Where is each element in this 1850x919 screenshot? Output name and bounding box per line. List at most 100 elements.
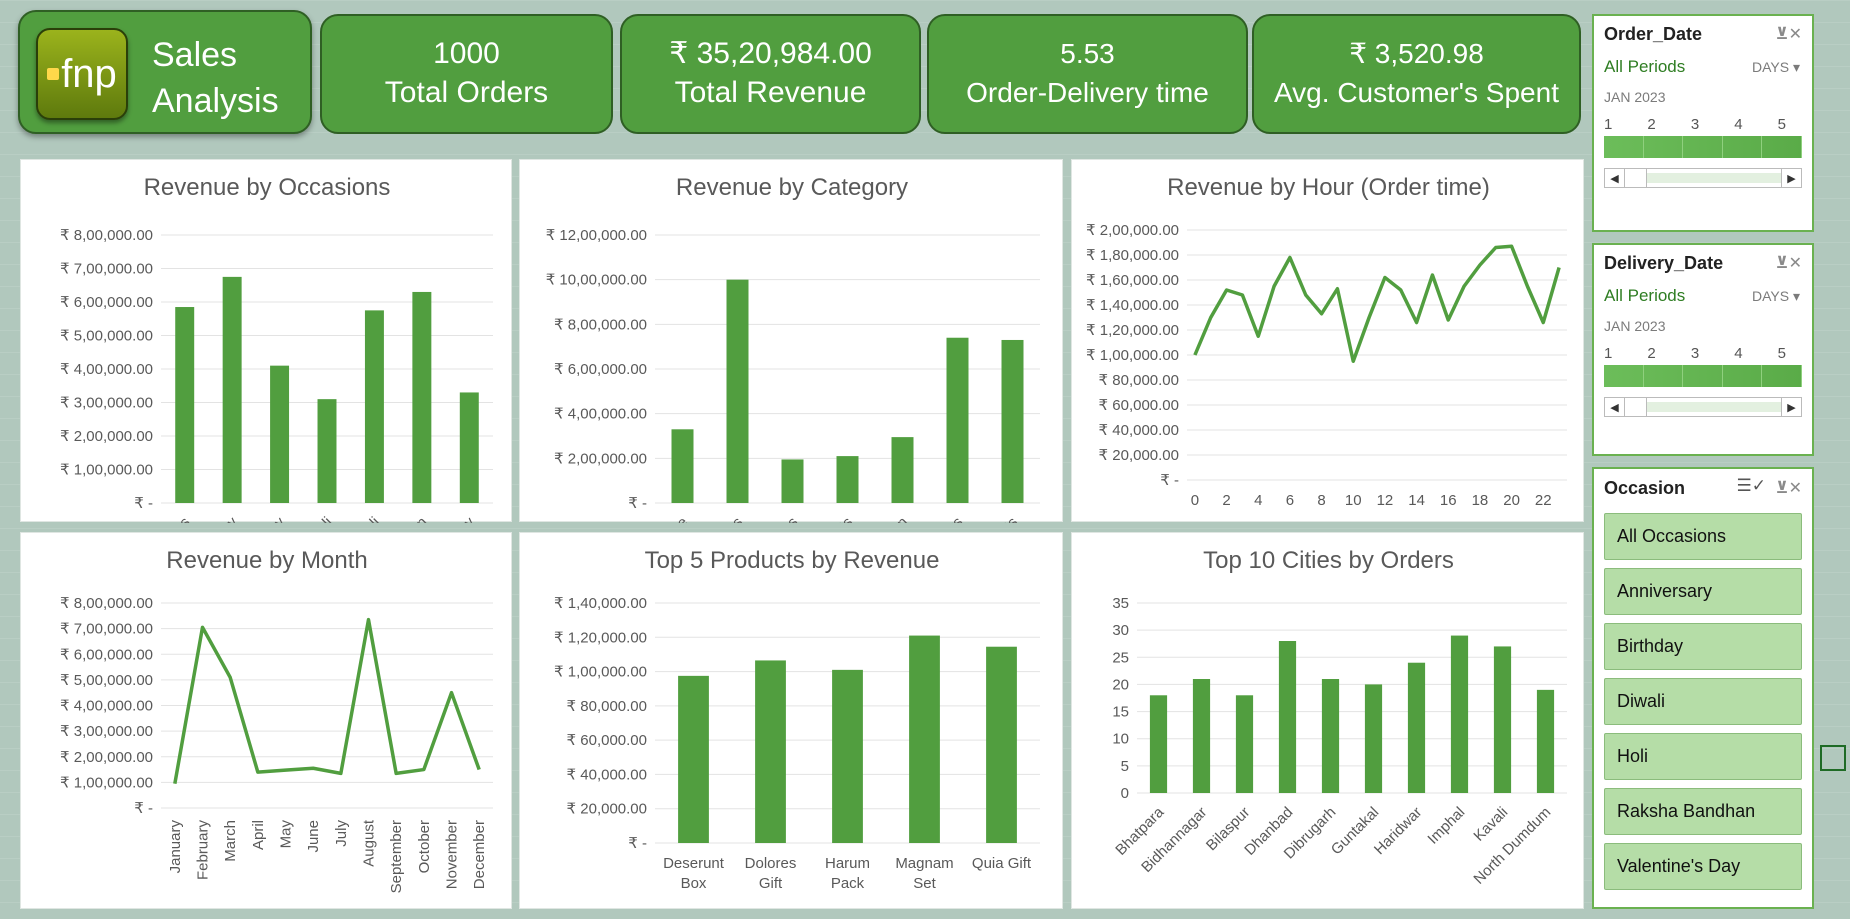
bar [1321,679,1340,793]
x-tick-label: August [361,819,378,867]
x-tick-label: Cake [655,514,692,523]
bar [1001,339,1024,503]
scroll-right-icon[interactable]: ▶ [1781,398,1801,416]
bar [1536,689,1555,793]
chart-title: Top 10 Cities by Orders [1203,547,1454,574]
bar [1192,679,1211,793]
bar [1149,695,1168,793]
x-tick-label: 10 [1345,492,1362,509]
y-tick-label: 5 [1121,758,1129,775]
day-label: 1 [1604,115,1613,133]
y-tick-label: ₹ 1,20,000.00 [554,629,647,646]
kpi-value: ₹ 35,20,984.00 [669,37,872,70]
day-label: 4 [1734,344,1743,362]
day-label: 1 [1604,344,1613,362]
clear-filter-icon[interactable]: ⊻✕ [1775,480,1802,497]
occasion-slicer[interactable]: Occasion ☰✓ ⊻✕ All Occasions Anniversary… [1592,467,1814,909]
clear-filter-icon[interactable]: ⊻✕ [1775,26,1802,43]
bar [317,399,337,503]
x-tick-label: Birthday [237,513,288,523]
timeline-scrollbar[interactable]: ◀ ▶ [1604,168,1802,188]
x-tick-label: December [471,820,488,889]
x-tick-label: Quia Gift [972,855,1032,872]
x-tick-label: September [388,820,405,893]
chevron-down-icon: ▾ [1792,287,1800,304]
day-label: 5 [1777,115,1786,133]
time-level-value: DAYS [1751,287,1790,304]
y-tick-label: ₹ 1,20,000.00 [1086,322,1179,339]
y-tick-label: ₹ 10,00,000.00 [546,272,647,289]
x-tick-label: Harum Pack [825,855,870,892]
bar [678,675,709,843]
occasion-label: Diwali [1617,691,1666,711]
scroll-thumb[interactable] [1625,398,1647,416]
order-date-timeline[interactable]: Order_Date ⊻✕ All Periods DAYS ▾ JAN 2023… [1592,14,1814,232]
y-tick-label: ₹ 2,00,000.00 [554,450,647,467]
day-label: 3 [1690,115,1700,133]
chart-revenue-by-occasions: Revenue by Occasions ₹ - ₹ 1,00,000.00 ₹ 2,… [20,159,512,523]
time-level-dropdown[interactable]: DAYS ▾ [1752,59,1800,76]
period-label: All Periods [1604,286,1686,305]
x-tick-line: Set [913,875,936,892]
dashboard-title: Sales Analysis [152,32,279,124]
bar [1407,662,1426,793]
selected-cell[interactable] [1820,745,1846,771]
title-line-2: Analysis [152,82,279,120]
occasion-item[interactable]: Raksha Bandhan [1604,788,1802,835]
bar [909,635,940,843]
bar [946,337,969,503]
time-level-value: DAYS [1751,58,1790,75]
x-tick-label: Mugs [763,514,801,523]
occasion-item[interactable]: Anniversary [1604,568,1802,615]
y-tick-label: 15 [1112,704,1129,721]
y-tick-label: 25 [1112,649,1129,666]
slicer-title: Occasion [1604,477,1686,498]
occasion-item[interactable]: Birthday [1604,623,1802,670]
x-tick-label: July [333,820,350,847]
timeline-selection-bar[interactable] [1604,365,1802,387]
day-label: 5 [1777,344,1786,362]
x-tick-label: Deserunt Box [663,855,725,892]
y-tick-label: ₹ 1,60,000.00 [1086,272,1179,289]
occasion-item[interactable]: Holi [1604,733,1802,780]
chart-top-products: Top 5 Products by Revenue ₹ - ₹ 20,000.00 ₹… [519,532,1063,909]
bar [671,429,694,503]
y-tick-label: 20 [1112,676,1129,693]
scroll-thumb[interactable] [1625,169,1647,187]
timeline-selection-bar[interactable] [1604,136,1802,158]
occasion-item[interactable]: Valentine's Day [1604,843,1802,890]
occasion-item[interactable]: Diwali [1604,678,1802,725]
multi-select-icon[interactable]: ☰✓ [1736,476,1766,495]
bar [986,646,1017,843]
y-tick-label: ₹ 20,000.00 [567,801,647,818]
kpi-label: Total Revenue [674,76,867,109]
x-tick-line: Quia Gift [972,855,1032,872]
scroll-left-icon[interactable]: ◀ [1605,398,1625,416]
delivery-date-timeline[interactable]: Delivery_Date ⊻✕ All Periods DAYS ▾ JAN 2… [1592,243,1814,456]
x-tick-line: Magnam [895,855,953,872]
bar [1364,684,1383,793]
x-tick-label: Soft Toys [911,514,966,523]
scroll-right-icon[interactable]: ▶ [1781,169,1801,187]
x-tick-label: All Occasions [117,514,193,523]
y-tick-label: ₹ 12,00,000.00 [546,227,647,244]
brand-tile: fnp Sales Analysis [18,10,312,134]
kpi-label: Total Orders [384,76,549,109]
day-label: 2 [1647,115,1656,133]
scroll-left-icon[interactable]: ◀ [1605,169,1625,187]
clear-filter-icon[interactable]: ⊻✕ [1775,255,1802,272]
x-tick-label: Diwali [296,514,336,523]
occasion-item[interactable]: All Occasions [1604,513,1802,560]
bar [836,456,859,503]
occasion-label: Birthday [1617,636,1684,656]
bar [459,392,479,503]
y-tick-label: ₹ 1,00,000.00 [554,664,647,681]
occasion-label: Holi [1617,746,1649,766]
x-tick-label: June [305,820,322,853]
y-tick-label: ₹ 20,000.00 [1099,447,1179,464]
bar [1450,635,1469,793]
time-level-dropdown[interactable]: DAYS ▾ [1752,288,1800,305]
y-tick-label: ₹ 6,00,000.00 [60,294,153,311]
y-tick-label: ₹ 5,00,000.00 [60,672,153,689]
timeline-scrollbar[interactable]: ◀ ▶ [1604,397,1802,417]
